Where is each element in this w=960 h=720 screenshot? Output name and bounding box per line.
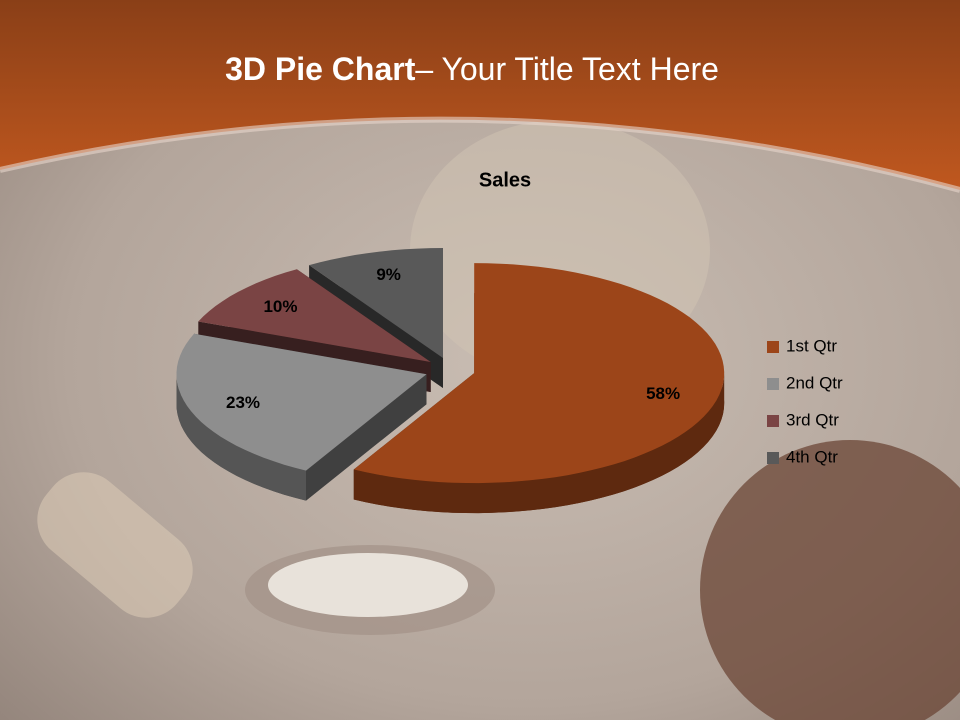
slice: 58%: [353, 263, 725, 514]
legend-label: 1st Qtr: [786, 336, 837, 355]
slice: 23%: [176, 333, 427, 501]
spoon-shape: [37, 472, 193, 618]
legend-label: 4th Qtr: [786, 447, 838, 466]
header-curve: [0, 116, 960, 193]
slice: [198, 269, 431, 362]
header-band: [0, 0, 960, 190]
milk-shape: [268, 553, 468, 617]
legend-label: 2nd Qtr: [786, 373, 843, 392]
data-label: 10%: [263, 297, 297, 316]
bread-shape: [700, 440, 960, 720]
slice: [176, 333, 427, 471]
legend-swatch: [767, 341, 779, 353]
data-label: 23%: [226, 393, 260, 412]
slice: [309, 248, 443, 358]
slice-radial-wall: [306, 374, 427, 501]
legend-swatch: [767, 378, 779, 390]
slice: [353, 263, 725, 484]
chart-title: Sales: [479, 169, 531, 191]
legend-swatch: [767, 452, 779, 464]
slice-outer-wall: [176, 374, 306, 501]
legend-label: 3rd Qtr: [786, 410, 839, 429]
slide-title: 3D Pie Chart– Your Title Text Here: [225, 51, 719, 87]
legend-swatch: [767, 415, 779, 427]
title-rest: – Your Title Text Here: [415, 51, 719, 87]
data-label: 58%: [646, 384, 680, 403]
slice-outer-wall: [353, 373, 725, 514]
data-label: 9%: [376, 265, 401, 284]
title-bold: 3D Pie Chart: [225, 51, 416, 87]
